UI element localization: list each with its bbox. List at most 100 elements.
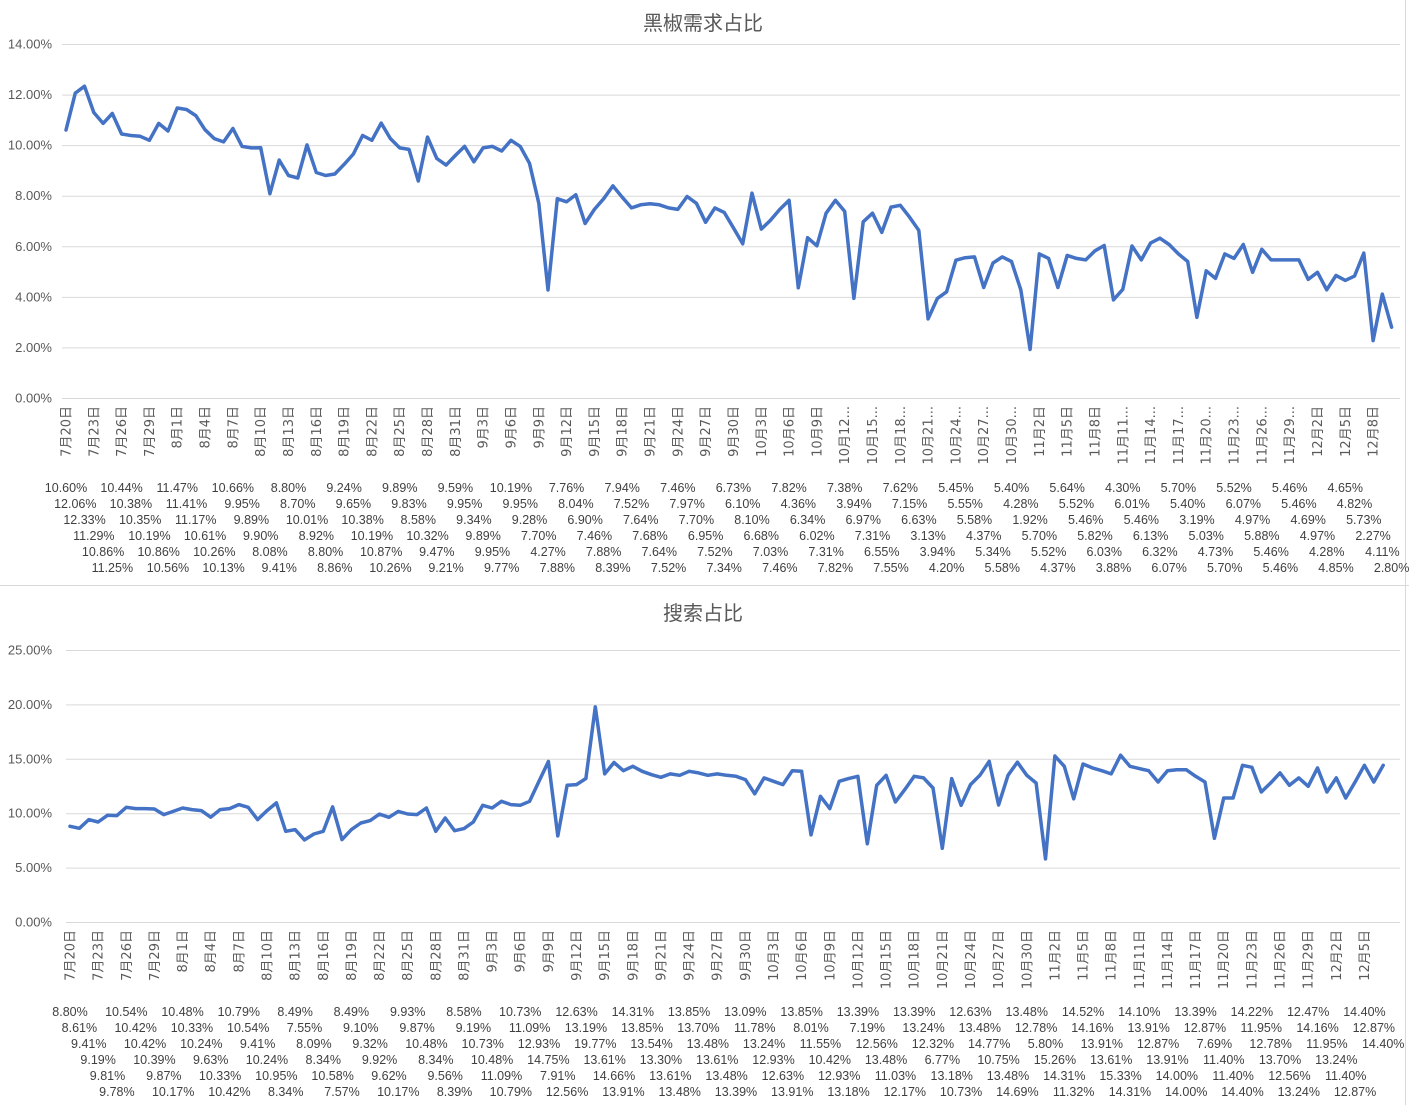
y-tick-label: 15.00% — [8, 751, 53, 766]
data-point — [583, 222, 587, 226]
data-label: 7.38% — [827, 481, 862, 495]
data-label: 10.73% — [462, 1037, 504, 1051]
data-point — [388, 137, 392, 141]
x-tick-label: 8月19日 — [338, 406, 353, 457]
data-label: 11.40% — [1325, 1069, 1366, 1083]
data-point — [1047, 256, 1051, 260]
data-label: 10.56% — [147, 561, 189, 575]
data-label: 11.09% — [509, 1021, 550, 1035]
x-tick-label: 11月20... — [1200, 406, 1215, 464]
data-label: 13.48% — [865, 1053, 907, 1067]
data-point — [1175, 768, 1179, 772]
data-point — [1028, 347, 1032, 351]
x-tick-label: 10月6日 — [783, 406, 798, 457]
y-tick-label: 14.00% — [8, 37, 53, 52]
data-point — [1353, 780, 1357, 784]
data-point — [629, 206, 633, 210]
x-tick-label: 9月3日 — [477, 406, 492, 449]
data-label: 7.46% — [762, 561, 797, 575]
data-label: 8.34% — [306, 1053, 341, 1067]
x-tick-label: 7月20日 — [64, 930, 79, 981]
data-label: 9.77% — [484, 561, 519, 575]
data-label: 2.80% — [1374, 561, 1409, 575]
data-point — [246, 805, 250, 809]
data-label: 13.91% — [771, 1085, 813, 1099]
data-label: 7.62% — [883, 481, 918, 495]
data-point — [64, 128, 68, 132]
data-label: 8.39% — [437, 1085, 472, 1099]
data-point — [471, 820, 475, 824]
data-label: 11.29% — [73, 529, 114, 543]
data-point — [631, 764, 635, 768]
data-point — [129, 134, 133, 138]
data-label: 13.48% — [1006, 1005, 1048, 1019]
data-point — [1025, 773, 1029, 777]
data-label: 8.80% — [271, 481, 306, 495]
x-tick-label: 7月23日 — [92, 930, 107, 981]
data-point — [171, 809, 175, 813]
x-tick-label: 10月3日 — [755, 406, 770, 457]
x-tick-label: 7月29日 — [148, 930, 163, 981]
data-point — [398, 146, 402, 150]
data-point — [416, 179, 420, 183]
data-point — [950, 777, 954, 781]
x-tick-label: 7月20日 — [60, 406, 75, 457]
data-label: 10.48% — [405, 1037, 447, 1051]
data-label: 4.28% — [1309, 545, 1344, 559]
data-point — [893, 800, 897, 804]
data-label: 6.01% — [1114, 497, 1149, 511]
data-point — [1222, 796, 1226, 800]
x-tick-label: 11月2日 — [1033, 406, 1048, 457]
data-label: 3.19% — [1179, 513, 1214, 527]
data-point — [1034, 781, 1038, 785]
data-point — [509, 803, 513, 807]
data-point — [152, 807, 156, 811]
data-label: 12.63% — [949, 1005, 991, 1019]
data-point — [898, 203, 902, 207]
data-point — [1195, 315, 1199, 319]
x-tick-label: 8月31日 — [457, 930, 472, 981]
data-point — [1288, 258, 1292, 262]
data-point — [1010, 259, 1014, 263]
data-point — [884, 773, 888, 777]
y-tick-label: 10.00% — [8, 138, 53, 153]
data-label: 10.58% — [311, 1069, 353, 1083]
data-point — [1269, 781, 1273, 785]
x-tick-label: 8月1日 — [176, 930, 191, 973]
data-label: 14.66% — [593, 1069, 635, 1083]
data-point — [546, 760, 550, 764]
x-tick-label: 8月10日 — [254, 406, 269, 457]
chart-pepper-demand-share: 黑椒需求占比 0.00% 2.00% 4.00% 6.00% 8.00% 10.00% 12… — [8, 11, 1409, 575]
data-label: 7.55% — [873, 561, 908, 575]
data-label: 10.19% — [351, 529, 393, 543]
data-point — [621, 769, 625, 773]
data-point — [1184, 768, 1188, 772]
data-point — [715, 772, 719, 776]
y-tick-label: 12.00% — [8, 87, 53, 102]
data-label: 10.86% — [137, 545, 179, 559]
x-tick-label: 10月15... — [866, 406, 881, 464]
data-label: 7.64% — [642, 545, 677, 559]
data-label: 9.89% — [234, 513, 269, 527]
data-label: 7.46% — [577, 529, 612, 543]
data-point — [1090, 766, 1094, 770]
data-point — [978, 773, 982, 777]
data-point — [676, 207, 680, 211]
data-label: 7.69% — [1197, 1037, 1232, 1051]
data-label: 7.76% — [549, 481, 584, 495]
data-point — [1072, 797, 1076, 801]
data-point — [434, 829, 438, 833]
data-point — [1212, 836, 1216, 840]
data-label: 11.32% — [1053, 1085, 1094, 1099]
data-point — [1344, 796, 1348, 800]
data-label: 6.10% — [725, 497, 760, 511]
data-point — [972, 255, 976, 259]
data-label: 10.73% — [499, 1005, 541, 1019]
data-label: 14.31% — [1109, 1085, 1151, 1099]
data-label: 11.41% — [166, 497, 207, 511]
data-point — [556, 834, 560, 838]
data-label: 7.46% — [660, 481, 695, 495]
data-point — [1158, 236, 1162, 240]
data-label: 13.18% — [827, 1085, 869, 1099]
data-point — [1037, 252, 1041, 256]
